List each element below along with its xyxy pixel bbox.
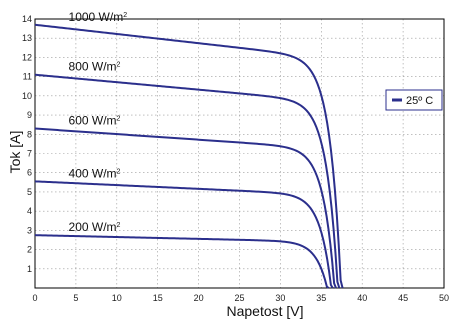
y-tick-label: 12 (22, 52, 32, 62)
grid (35, 19, 444, 288)
y-tick-label: 7 (27, 149, 32, 159)
x-tick-label: 45 (398, 293, 408, 303)
series-curves (34, 23, 344, 289)
y-tick-label: 2 (27, 245, 32, 255)
y-tick-label: 4 (27, 206, 32, 216)
series-labels: 1000 W/m2 800 W/m2 600 W/m2 400 W/m2 200 W/m… (69, 10, 128, 234)
series-label: 800 W/m2 (69, 60, 121, 74)
y-tick-label: 10 (22, 91, 32, 101)
legend-box (385, 89, 443, 111)
x-tick-label: 0 (32, 293, 37, 303)
x-tick-label: 35 (316, 293, 326, 303)
x-tick-label: 5 (73, 293, 78, 303)
series-line (34, 73, 341, 289)
x-tick-label: 15 (153, 293, 163, 303)
x-tick-label: 40 (357, 293, 367, 303)
y-tick-label: 11 (23, 72, 32, 82)
plot-frame (34, 18, 445, 289)
y-tick-label: 1 (27, 264, 32, 274)
y-tick-label: 5 (27, 187, 32, 197)
series-line (34, 127, 337, 289)
series-label: 1000 W/m2 (69, 10, 128, 24)
y-tick-label: 9 (27, 110, 32, 120)
x-tick-label: 50 (439, 293, 449, 303)
legend-entry: 25º C (406, 95, 433, 107)
y-tick-label: 13 (22, 33, 32, 43)
series-line (34, 234, 330, 289)
series-label: 200 W/m2 (69, 220, 121, 234)
y-axis-title: Tok [A] (7, 131, 23, 174)
legend: 25º C (385, 89, 443, 111)
x-tick-label: 25 (234, 293, 244, 303)
series-label: 600 W/m2 (69, 114, 121, 128)
x-tick-label: 20 (194, 293, 204, 303)
y-tick-label: 3 (27, 225, 32, 235)
y-tick-label: 8 (27, 129, 32, 139)
series-label: 400 W/m2 (69, 166, 121, 180)
y-tick-label: 6 (27, 168, 32, 178)
plot-border (34, 18, 445, 289)
x-axis-title: Napetost [V] (226, 303, 303, 319)
x-tick-label: 10 (112, 293, 122, 303)
y-tick-label: 14 (22, 14, 32, 24)
x-tick-label: 30 (275, 293, 285, 303)
series-line (34, 180, 334, 289)
x-tick-labels: 0 5 10 15 20 25 30 35 40 45 50 (32, 293, 449, 303)
series-line (34, 23, 344, 289)
